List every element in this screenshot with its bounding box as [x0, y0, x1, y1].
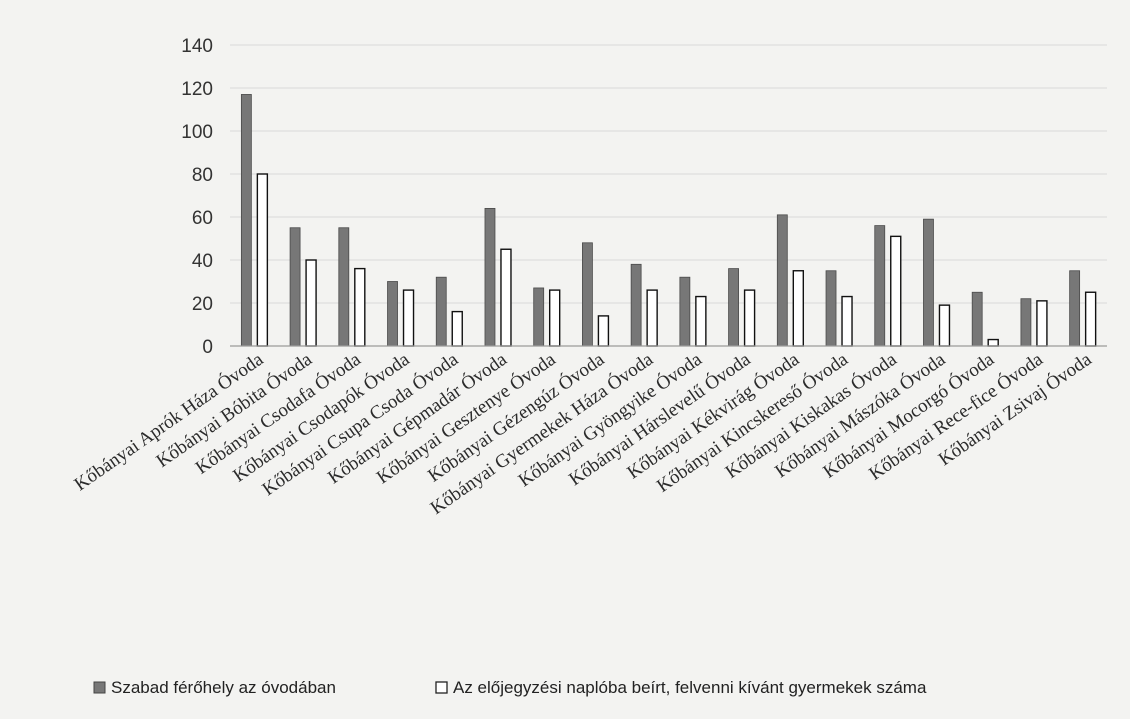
y-tick-label: 120 [181, 79, 213, 100]
bar-free-places-11 [776, 214, 788, 347]
bar-free-places-3 [387, 281, 398, 347]
bar-registered-children-17 [1084, 291, 1097, 347]
bar-registered-children-9 [695, 295, 707, 347]
legend-swatch-registered-children [435, 681, 448, 694]
bar-registered-children-12 [841, 295, 853, 347]
bar-free-places-13 [874, 225, 886, 347]
bar-free-places-2 [338, 227, 350, 347]
bar-registered-children-3 [402, 289, 415, 347]
y-tick-label: 0 [202, 337, 213, 358]
bar-free-places-1 [289, 227, 301, 347]
bar-registered-children-15 [987, 338, 999, 347]
bars [240, 94, 1097, 347]
y-axis-ticks: 0 20 40 60 80 100 120 140 [181, 36, 213, 358]
y-tick-label: 60 [192, 208, 213, 229]
bar-registered-children-16 [1036, 300, 1048, 347]
y-tick-label: 20 [192, 294, 213, 315]
y-tick-label: 140 [181, 36, 213, 57]
bar-free-places-6 [533, 287, 545, 347]
bar-free-places-17 [1069, 270, 1081, 347]
bar-registered-children-4 [451, 310, 463, 347]
bar-registered-children-1 [305, 259, 317, 347]
bar-free-places-16 [1020, 298, 1032, 347]
bar-registered-children-11 [792, 270, 805, 347]
bar-registered-children-6 [548, 289, 561, 347]
legend-swatch-free-places [93, 681, 106, 694]
bar-free-places-15 [971, 291, 983, 347]
bar-registered-children-13 [890, 235, 902, 347]
gridlines [230, 44, 1107, 304]
bar-registered-children-14 [938, 304, 951, 347]
bar-free-places-5 [484, 207, 496, 347]
legend-label-registered-children: Az előjegyzési naplóba beírt, felvenni k… [453, 678, 927, 697]
bar-free-places-7 [582, 242, 593, 347]
bar-registered-children-0 [256, 173, 269, 347]
y-tick-label: 80 [192, 165, 213, 186]
bar-free-places-4 [435, 276, 447, 347]
y-tick-label: 100 [181, 122, 213, 143]
bar-registered-children-5 [500, 248, 512, 347]
bar-free-places-8 [630, 263, 642, 347]
legend-label-free-places: Szabad férőhely az óvodában [111, 678, 336, 697]
y-tick-label: 40 [192, 251, 213, 272]
bar-registered-children-2 [354, 267, 366, 347]
bar-free-places-10 [728, 268, 739, 347]
bar-free-places-12 [825, 270, 837, 347]
bar-free-places-14 [923, 218, 934, 347]
bar-free-places-0 [240, 94, 252, 347]
bar-registered-children-10 [743, 289, 756, 347]
legend: Szabad férőhely az óvodában Az előjegyzé… [93, 678, 927, 697]
bar-registered-children-7 [597, 315, 610, 347]
bar-registered-children-8 [646, 289, 658, 347]
bar-free-places-9 [679, 276, 691, 347]
